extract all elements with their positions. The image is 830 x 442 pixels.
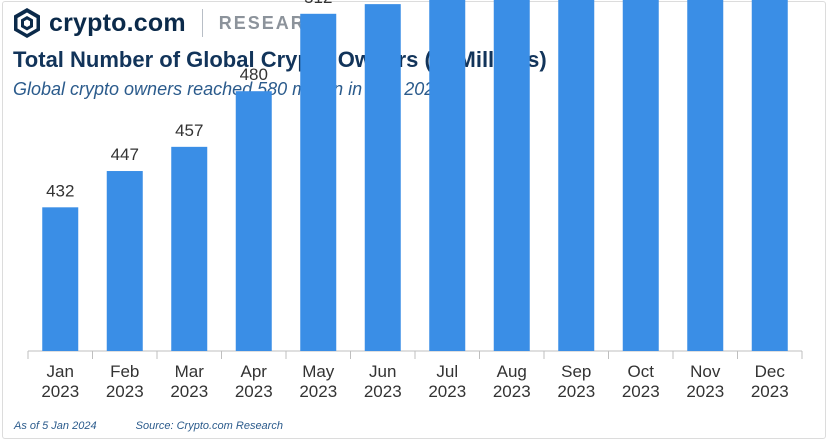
x-tick-label-year: 2023 <box>170 382 208 401</box>
bar <box>622 0 659 352</box>
data-label: 432 <box>46 181 74 200</box>
x-tick-label-month: Feb <box>110 362 139 381</box>
x-tick-label-year: 2023 <box>493 382 531 401</box>
bar <box>493 0 530 352</box>
chart-subtitle: Global crypto owners reached 580 million… <box>13 79 445 99</box>
bar <box>235 91 272 352</box>
x-tick-label-year: 2023 <box>364 382 402 401</box>
x-tick-label-year: 2023 <box>235 382 273 401</box>
bar <box>171 146 208 351</box>
crypto-com-lion-shield-icon <box>14 8 40 38</box>
x-tick-label-month: Jul <box>436 362 458 381</box>
x-tick-label-month: Dec <box>755 362 786 381</box>
x-tick-label-year: 2023 <box>41 382 79 401</box>
bar <box>106 171 143 351</box>
data-label: 480 <box>240 65 268 84</box>
x-tick-label-month: Oct <box>628 362 655 381</box>
x-tick-label-month: Sep <box>561 362 591 381</box>
bar <box>364 4 401 352</box>
as-of-date: As of 5 Jan 2024 <box>14 420 97 432</box>
bar <box>429 0 466 352</box>
x-tick-label-month: Nov <box>690 362 721 381</box>
bar <box>558 0 595 351</box>
x-tick-label-month: May <box>302 362 335 381</box>
x-tick-label-month: Aug <box>497 362 527 381</box>
bar <box>300 13 337 351</box>
header-divider <box>201 9 203 37</box>
data-label: 447 <box>111 145 139 164</box>
x-tick-label-year: 2023 <box>751 382 789 401</box>
x-tick-label-year: 2023 <box>428 382 466 401</box>
data-label: 512 <box>304 0 332 7</box>
data-label: 457 <box>175 121 203 140</box>
footer: As of 5 Jan 2024 Source: Crypto.com Rese… <box>14 420 283 432</box>
x-tick-label-year: 2023 <box>557 382 595 401</box>
x-tick-label-year: 2023 <box>299 382 337 401</box>
x-tick-label-month: Jan <box>47 362 74 381</box>
brand-name: crypto.com <box>49 8 186 37</box>
bar <box>687 0 724 351</box>
source-note: Source: Crypto.com Research <box>135 420 283 432</box>
bar <box>42 207 79 351</box>
x-tick-label-year: 2023 <box>622 382 660 401</box>
x-tick-label-month: Mar <box>175 362 205 381</box>
x-tick-label-year: 2023 <box>686 382 724 401</box>
bar <box>751 0 788 351</box>
x-tick-label-year: 2023 <box>106 382 144 401</box>
x-tick-label-month: Jun <box>369 362 396 381</box>
x-tick-label-month: Apr <box>241 362 268 381</box>
